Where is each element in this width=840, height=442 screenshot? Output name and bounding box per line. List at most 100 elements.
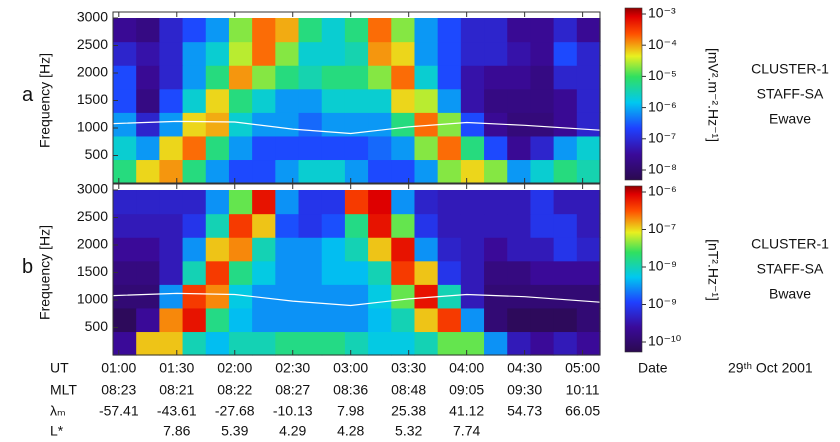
heatmap-cell	[275, 112, 300, 137]
table-cell: 09:05	[449, 382, 484, 398]
heatmap-cell	[484, 284, 508, 309]
y-tick-label: 500	[85, 318, 109, 334]
y-tick-label: 1000	[77, 291, 108, 307]
heatmap-cell	[205, 112, 230, 137]
heatmap-cell	[321, 65, 346, 90]
heatmap-cell	[298, 41, 323, 66]
heatmap-cell	[460, 112, 485, 137]
heatmap-cell	[275, 65, 300, 90]
heatmap-cell	[553, 237, 578, 262]
heatmap-cell	[252, 41, 276, 66]
heatmap-cell	[205, 41, 230, 66]
heatmap-cell	[507, 88, 532, 113]
heatmap-cell	[321, 260, 346, 285]
y-axis-label: Frequency [Hz]	[37, 53, 53, 148]
heatmap-cell	[298, 18, 323, 43]
colorbar-label: 10⁻⁷	[648, 130, 676, 146]
heatmap-cell	[553, 18, 578, 43]
heatmap-cell	[136, 213, 160, 238]
heatmap-cell	[113, 307, 137, 333]
heatmap-cell	[414, 307, 439, 333]
heatmap-cell	[275, 135, 300, 161]
table-cell: 7.74	[453, 423, 480, 439]
heatmap-cell	[576, 41, 601, 66]
heatmap-cell	[321, 237, 346, 262]
heatmap-cell	[344, 135, 369, 161]
heatmap-cell	[553, 112, 578, 137]
heatmap-cell	[391, 112, 416, 137]
heatmap-cell	[576, 307, 601, 333]
heatmap-cell	[553, 213, 578, 238]
panel-letter: b	[22, 256, 33, 278]
heatmap-cell	[159, 159, 184, 184]
heatmap-cell	[205, 331, 230, 356]
row-header: λₘ	[50, 403, 66, 419]
colorbar-label: 10⁻⁹	[648, 258, 677, 274]
heatmap-cell	[344, 260, 369, 285]
heatmap-cell	[298, 159, 323, 184]
heatmap-cell	[113, 284, 137, 309]
heatmap-cell	[414, 159, 439, 184]
heatmap-cell	[298, 237, 323, 262]
heatmap-cell	[391, 135, 416, 161]
heatmap-cell	[576, 331, 601, 356]
trace-line	[112, 120, 601, 135]
table-cell: 5.32	[395, 423, 422, 439]
heatmap-cell	[275, 260, 300, 285]
heatmap-cell	[530, 213, 555, 238]
heatmap-cell	[460, 237, 485, 262]
heatmap-cell	[205, 18, 230, 43]
table-cell: 41.12	[449, 403, 484, 419]
instrument-label: STAFF-SA	[757, 261, 824, 277]
heatmap-cell	[252, 307, 276, 333]
table-cell: -27.68	[215, 403, 255, 419]
y-tick-label: 2000	[77, 64, 108, 80]
heatmap-cell	[460, 190, 485, 215]
heatmap-cell	[228, 112, 253, 137]
table-cell: 10:11	[566, 382, 600, 398]
heatmap-cell	[368, 284, 392, 309]
heatmap-cell	[460, 18, 485, 43]
heatmap-cell	[530, 18, 555, 43]
heatmap-cell	[344, 88, 369, 113]
table-cell: 08:21	[159, 382, 194, 398]
heatmap-cell	[136, 307, 160, 333]
heatmap-cell	[182, 237, 207, 262]
heatmap-cell	[576, 65, 601, 90]
table-cell: -10.13	[273, 403, 313, 419]
heatmap-cell	[252, 18, 276, 43]
heatmap-cell	[484, 159, 508, 184]
heatmap-cell	[113, 159, 137, 184]
heatmap-cell	[414, 65, 439, 90]
date: 29ᵗʰ Oct 2001	[728, 360, 813, 376]
heatmap-cell	[182, 190, 207, 215]
heatmap-cell	[530, 65, 555, 90]
heatmap-cell	[159, 213, 184, 238]
heatmap-cell	[182, 284, 207, 309]
colorbar-label: 10⁻³	[648, 5, 676, 21]
heatmap-cell	[437, 237, 462, 262]
heatmap-cell	[252, 331, 276, 356]
heatmap-cell	[437, 190, 462, 215]
heatmap-cell	[414, 331, 439, 356]
heatmap-cell	[321, 41, 346, 66]
heatmap-cell	[391, 159, 416, 184]
heatmap-cell	[321, 213, 346, 238]
heatmap-cell	[136, 237, 160, 262]
heatmap-cell	[391, 260, 416, 285]
heatmap-cell	[344, 284, 369, 309]
heatmap-cell	[553, 307, 578, 333]
heatmap-cell	[414, 41, 439, 66]
heatmap-cell	[182, 65, 207, 90]
colorbar-label: 10⁻⁸	[648, 161, 677, 177]
heatmap-cell	[507, 41, 532, 66]
heatmap-cell	[182, 135, 207, 161]
heatmap-cell	[298, 112, 323, 137]
heatmap-cell	[136, 159, 160, 184]
heatmap-cell	[460, 41, 485, 66]
plot-frame	[112, 11, 601, 184]
heatmap-cell	[437, 135, 462, 161]
heatmap-cell	[159, 190, 184, 215]
heatmap-cell	[576, 88, 601, 113]
instrument-label: Ewave	[769, 111, 811, 127]
